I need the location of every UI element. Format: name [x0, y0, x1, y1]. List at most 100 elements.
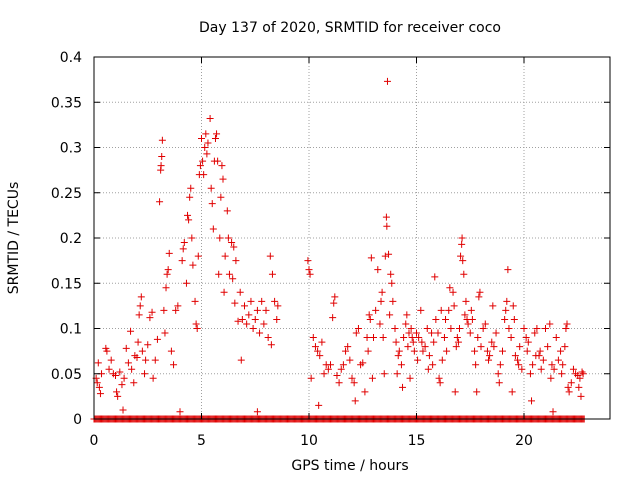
data-point [366, 315, 374, 323]
data-point [380, 370, 388, 378]
data-point [267, 341, 275, 349]
data-point [387, 270, 395, 278]
data-point [424, 365, 432, 373]
data-point [452, 343, 460, 351]
data-point [241, 302, 248, 310]
data-point [163, 270, 171, 278]
data-point [161, 329, 169, 337]
data-point [118, 381, 126, 389]
y-axis-label: SRMTID / TECUs [6, 182, 22, 295]
data-point [130, 379, 138, 387]
data-point [524, 338, 532, 346]
chart-title: Day 137 of 2020, SRMTID for receiver coc… [199, 20, 501, 36]
data-point [354, 325, 362, 332]
data-point [468, 315, 476, 323]
data-point [249, 325, 257, 332]
data-point [430, 338, 438, 346]
data-point [344, 343, 352, 351]
data-point [114, 392, 122, 400]
data-point [447, 325, 455, 332]
data-point [208, 200, 216, 208]
data-point [179, 245, 187, 253]
data-point [184, 211, 192, 219]
data-point [529, 361, 537, 369]
data-point [185, 216, 193, 224]
data-point [474, 334, 482, 342]
data-point [224, 234, 232, 242]
data-point [217, 193, 225, 201]
data-point [544, 343, 552, 351]
data-point [472, 361, 480, 369]
data-point [440, 334, 448, 342]
data-point [578, 368, 586, 376]
data-point [203, 150, 211, 158]
data-point [142, 356, 150, 364]
data-point [450, 302, 458, 310]
data-point [458, 240, 466, 248]
data-point [137, 293, 145, 301]
data-point [178, 257, 186, 265]
data-point [107, 356, 115, 364]
grid [94, 57, 610, 419]
data-point [158, 136, 166, 144]
data-point [146, 314, 154, 322]
data-point [153, 335, 161, 343]
data-point [165, 249, 173, 257]
data-point [164, 266, 172, 274]
data-point [404, 343, 412, 351]
data-point [136, 302, 144, 310]
data-point [476, 288, 484, 296]
data-point [113, 388, 121, 396]
data-point [377, 297, 385, 305]
data-point [127, 327, 135, 335]
data-point [364, 347, 372, 355]
data-point [507, 334, 515, 342]
data-point [339, 361, 347, 369]
data-point [415, 334, 423, 342]
data-point [207, 184, 215, 192]
data-point [445, 306, 453, 314]
data-point [365, 311, 373, 319]
data-point [569, 365, 577, 373]
data-point [378, 288, 386, 296]
data-point [229, 275, 237, 283]
data-point [188, 234, 196, 242]
data-point [475, 293, 483, 301]
data-point [116, 368, 124, 376]
data-point [495, 379, 503, 387]
axis-ticks: 0 5 10 15 20 0 0.05 0.1 0.15 0.2 0.25 0.3 0.35 0.4 [51, 50, 610, 449]
data-point [395, 347, 403, 355]
data-point [434, 329, 442, 337]
data-point [93, 379, 101, 387]
data-point [95, 383, 103, 391]
data-point [425, 352, 433, 360]
data-point [537, 365, 545, 373]
data-point [419, 347, 427, 355]
data-point [191, 297, 199, 305]
data-point [456, 325, 463, 332]
data-point [449, 288, 457, 296]
data-point [200, 171, 208, 179]
x-axis-label: GPS time / hours [291, 458, 408, 474]
y-tick-label: 0.15 [51, 276, 82, 292]
data-point [335, 379, 343, 387]
data-point [514, 356, 522, 364]
data-point [215, 270, 223, 278]
data-point [565, 388, 573, 396]
data-point [201, 144, 209, 151]
x-tick-label: 0 [90, 433, 99, 449]
data-point [549, 408, 557, 416]
data-point [315, 401, 323, 409]
data-point [562, 325, 570, 332]
data-point [192, 320, 200, 328]
data-point [350, 379, 358, 387]
data-point [234, 317, 242, 325]
data-point [504, 266, 512, 274]
data-point [348, 374, 356, 382]
data-point [489, 302, 497, 310]
data-point [459, 257, 467, 265]
data-point [383, 222, 391, 230]
data-point [236, 288, 244, 296]
data-point [410, 347, 418, 355]
data-point [133, 353, 141, 361]
